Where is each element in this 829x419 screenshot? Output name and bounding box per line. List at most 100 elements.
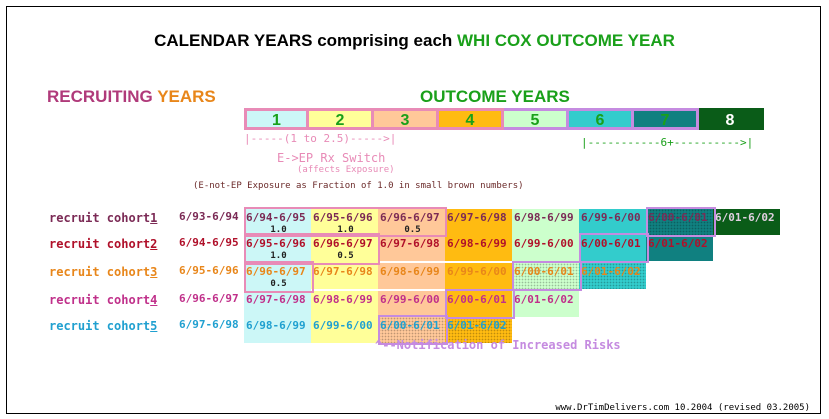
cohort-number: 3: [150, 265, 158, 279]
exposure-fraction: 1.0: [337, 225, 354, 235]
cohort2-year7-cell: 6/01-6/02: [646, 235, 713, 261]
cell-date-range: 6/96-6/97: [313, 237, 373, 250]
cohort3-year6-cell: 6/01-6/02: [579, 263, 646, 289]
cohort-number: 2: [150, 237, 158, 251]
exposure-fraction: 0.5: [404, 225, 421, 235]
cell-date-range: 6/97-6/98: [313, 265, 373, 278]
cohort3-year1-cell: 6/96-6/97 0.5: [244, 263, 311, 291]
cohort2-year4-cell: 6/98-6/99: [445, 235, 512, 261]
cohort1-year4-cell: 6/97-6/98: [445, 209, 512, 235]
cohort5-year4-cell: 6/01-6/02: [445, 317, 512, 343]
cohort-recruit-range-4: 6/96-6/97: [179, 292, 239, 305]
rx-switch-sublabel: (affects Exposure): [297, 165, 395, 175]
cell-date-range: 6/98-6/99: [514, 211, 574, 224]
cohort-recruit-range-5: 6/97-6/98: [179, 318, 239, 331]
cell-date-range: 6/96-6/97: [380, 211, 440, 224]
cohort1-year2-cell: 6/95-6/96 1.0: [311, 209, 378, 237]
cohort3-year4-cell: 6/99-6/00: [445, 263, 512, 289]
cell-date-range: 6/99-6/00: [514, 237, 574, 250]
cohort4-year2-cell: 6/98-6/99: [311, 291, 378, 317]
cohort-number: 1: [150, 211, 158, 225]
cohort-label-text: recruit cohort: [49, 265, 151, 279]
cohort2-year5-cell: 6/99-6/00: [512, 235, 579, 261]
cohort4-year3-cell: 6/99-6/00: [378, 291, 445, 317]
outcome-year-5: 5: [504, 108, 569, 130]
cell-date-range: 6/99-6/00: [313, 319, 373, 332]
cohort-label-2: recruit cohort2: [49, 237, 157, 251]
recruiting-label-part1: RECRUITING: [47, 87, 158, 106]
cohort-label-1: recruit cohort1: [49, 211, 157, 225]
outcome-year-1: 1: [244, 108, 309, 130]
cohort2-year6-cell: 6/00-6/01: [579, 235, 646, 261]
cohort-recruit-range-2: 6/94-6/95: [179, 236, 239, 249]
cell-date-range: 6/99-6/00: [447, 265, 507, 278]
cell-date-range: 6/97-6/98: [380, 237, 440, 250]
cohort-number: 4: [150, 293, 158, 307]
diagram-title: CALENDAR YEARS comprising each WHI COX O…: [7, 31, 822, 51]
cohort-label-5: recruit cohort5: [49, 319, 157, 333]
exposure-outline-row3: [244, 261, 314, 293]
cell-date-range: 6/94-6/95: [246, 211, 306, 224]
cohort-label-text: recruit cohort: [49, 319, 151, 333]
green-bracket: |-----------6+---------->|: [581, 136, 754, 149]
cell-date-range: 6/98-6/99: [447, 237, 507, 250]
cohort-recruit-range-3: 6/95-6/96: [179, 264, 239, 277]
cell-date-range: 6/01-6/02: [514, 293, 574, 306]
recruiting-label-part2: YEARS: [157, 87, 216, 106]
cohort-label-text: recruit cohort: [49, 211, 151, 225]
cohort4-year1-cell: 6/97-6/98: [244, 291, 311, 317]
cell-date-range: 6/96-6/97: [246, 265, 306, 278]
notification-outline-row3: [512, 261, 582, 291]
cell-date-range: 6/97-6/98: [447, 211, 507, 224]
outcome-year-4: 4: [439, 108, 504, 130]
outcome-years-label: OUTCOME YEARS: [420, 87, 570, 106]
cell-date-range: 6/95-6/96: [246, 237, 306, 250]
cell-date-range: 6/00-6/01: [648, 211, 708, 224]
outcome-year-6: 6: [569, 108, 634, 130]
cell-date-range: 6/97-6/98: [246, 293, 306, 306]
cell-date-range: 6/01-6/02: [648, 237, 708, 250]
recruiting-years-label: RECRUITING YEARS: [47, 87, 216, 107]
exposure-fraction: 0.5: [270, 279, 287, 289]
cell-date-range: 6/99-6/00: [581, 211, 641, 224]
cohort2-year3-cell: 6/97-6/98: [378, 235, 445, 261]
cohort1-year5-cell: 6/98-6/99: [512, 209, 579, 235]
cohort4-year4-cell: 6/00-6/01: [445, 291, 512, 317]
cohort-label-4: recruit cohort4: [49, 293, 157, 307]
outcome-year-2: 2: [309, 108, 374, 130]
cohort3-year3-cell: 6/98-6/99: [378, 263, 445, 289]
cohort-recruit-range-1: 6/93-6/94: [179, 210, 239, 223]
exposure-fraction: 1.0: [270, 225, 287, 235]
footer-credit: www.DrTimDelivers.com 10.2004 (revised 0…: [555, 403, 810, 413]
notification-outline-row2: [579, 233, 649, 263]
cohort1-year8-cell: 6/01-6/02: [713, 209, 780, 235]
notification-outline-row1: [646, 207, 716, 237]
cohort2-year1-cell: 6/95-6/96 1.0: [244, 235, 311, 263]
rx-switch-label: E->EP Rx Switch: [277, 151, 386, 165]
cohort5-year1-cell: 6/98-6/99: [244, 317, 311, 343]
cell-date-range: 6/01-6/02: [715, 211, 775, 224]
cell-date-range: 6/00-6/01: [380, 319, 440, 332]
cohort2-year2-cell: 6/96-6/97 0.5: [311, 235, 378, 263]
cohort3-year5-cell: 6/00-6/01: [512, 263, 579, 289]
cell-date-range: 6/00-6/01: [514, 265, 574, 278]
cohort1-year7-cell: 6/00-6/01: [646, 209, 713, 235]
cell-date-range: 6/98-6/99: [380, 265, 440, 278]
cell-date-range: 6/98-6/99: [246, 319, 306, 332]
cohort1-year6-cell: 6/99-6/00: [579, 209, 646, 235]
cell-date-range: 6/98-6/99: [313, 293, 373, 306]
cohort4-year5-cell: 6/01-6/02: [512, 291, 579, 317]
notification-outline-row5: [378, 315, 448, 345]
notification-outline-row4: [445, 289, 515, 319]
outcome-year-7: 7: [634, 108, 699, 130]
pink-bracket: |-----(1 to 2.5)----->|: [244, 132, 397, 145]
cell-date-range: 6/01-6/02: [447, 319, 507, 332]
exposure-fraction: 1.0: [270, 251, 287, 261]
exposure-fraction: 0.5: [337, 251, 354, 261]
cell-date-range: 6/95-6/96: [313, 211, 373, 224]
title-main: CALENDAR YEARS comprising each: [154, 31, 458, 50]
cohort1-year1-cell: 6/94-6/95 1.0: [244, 209, 311, 237]
cell-date-range: 6/99-6/00: [380, 293, 440, 306]
outcome-year-8: 8: [699, 108, 764, 130]
